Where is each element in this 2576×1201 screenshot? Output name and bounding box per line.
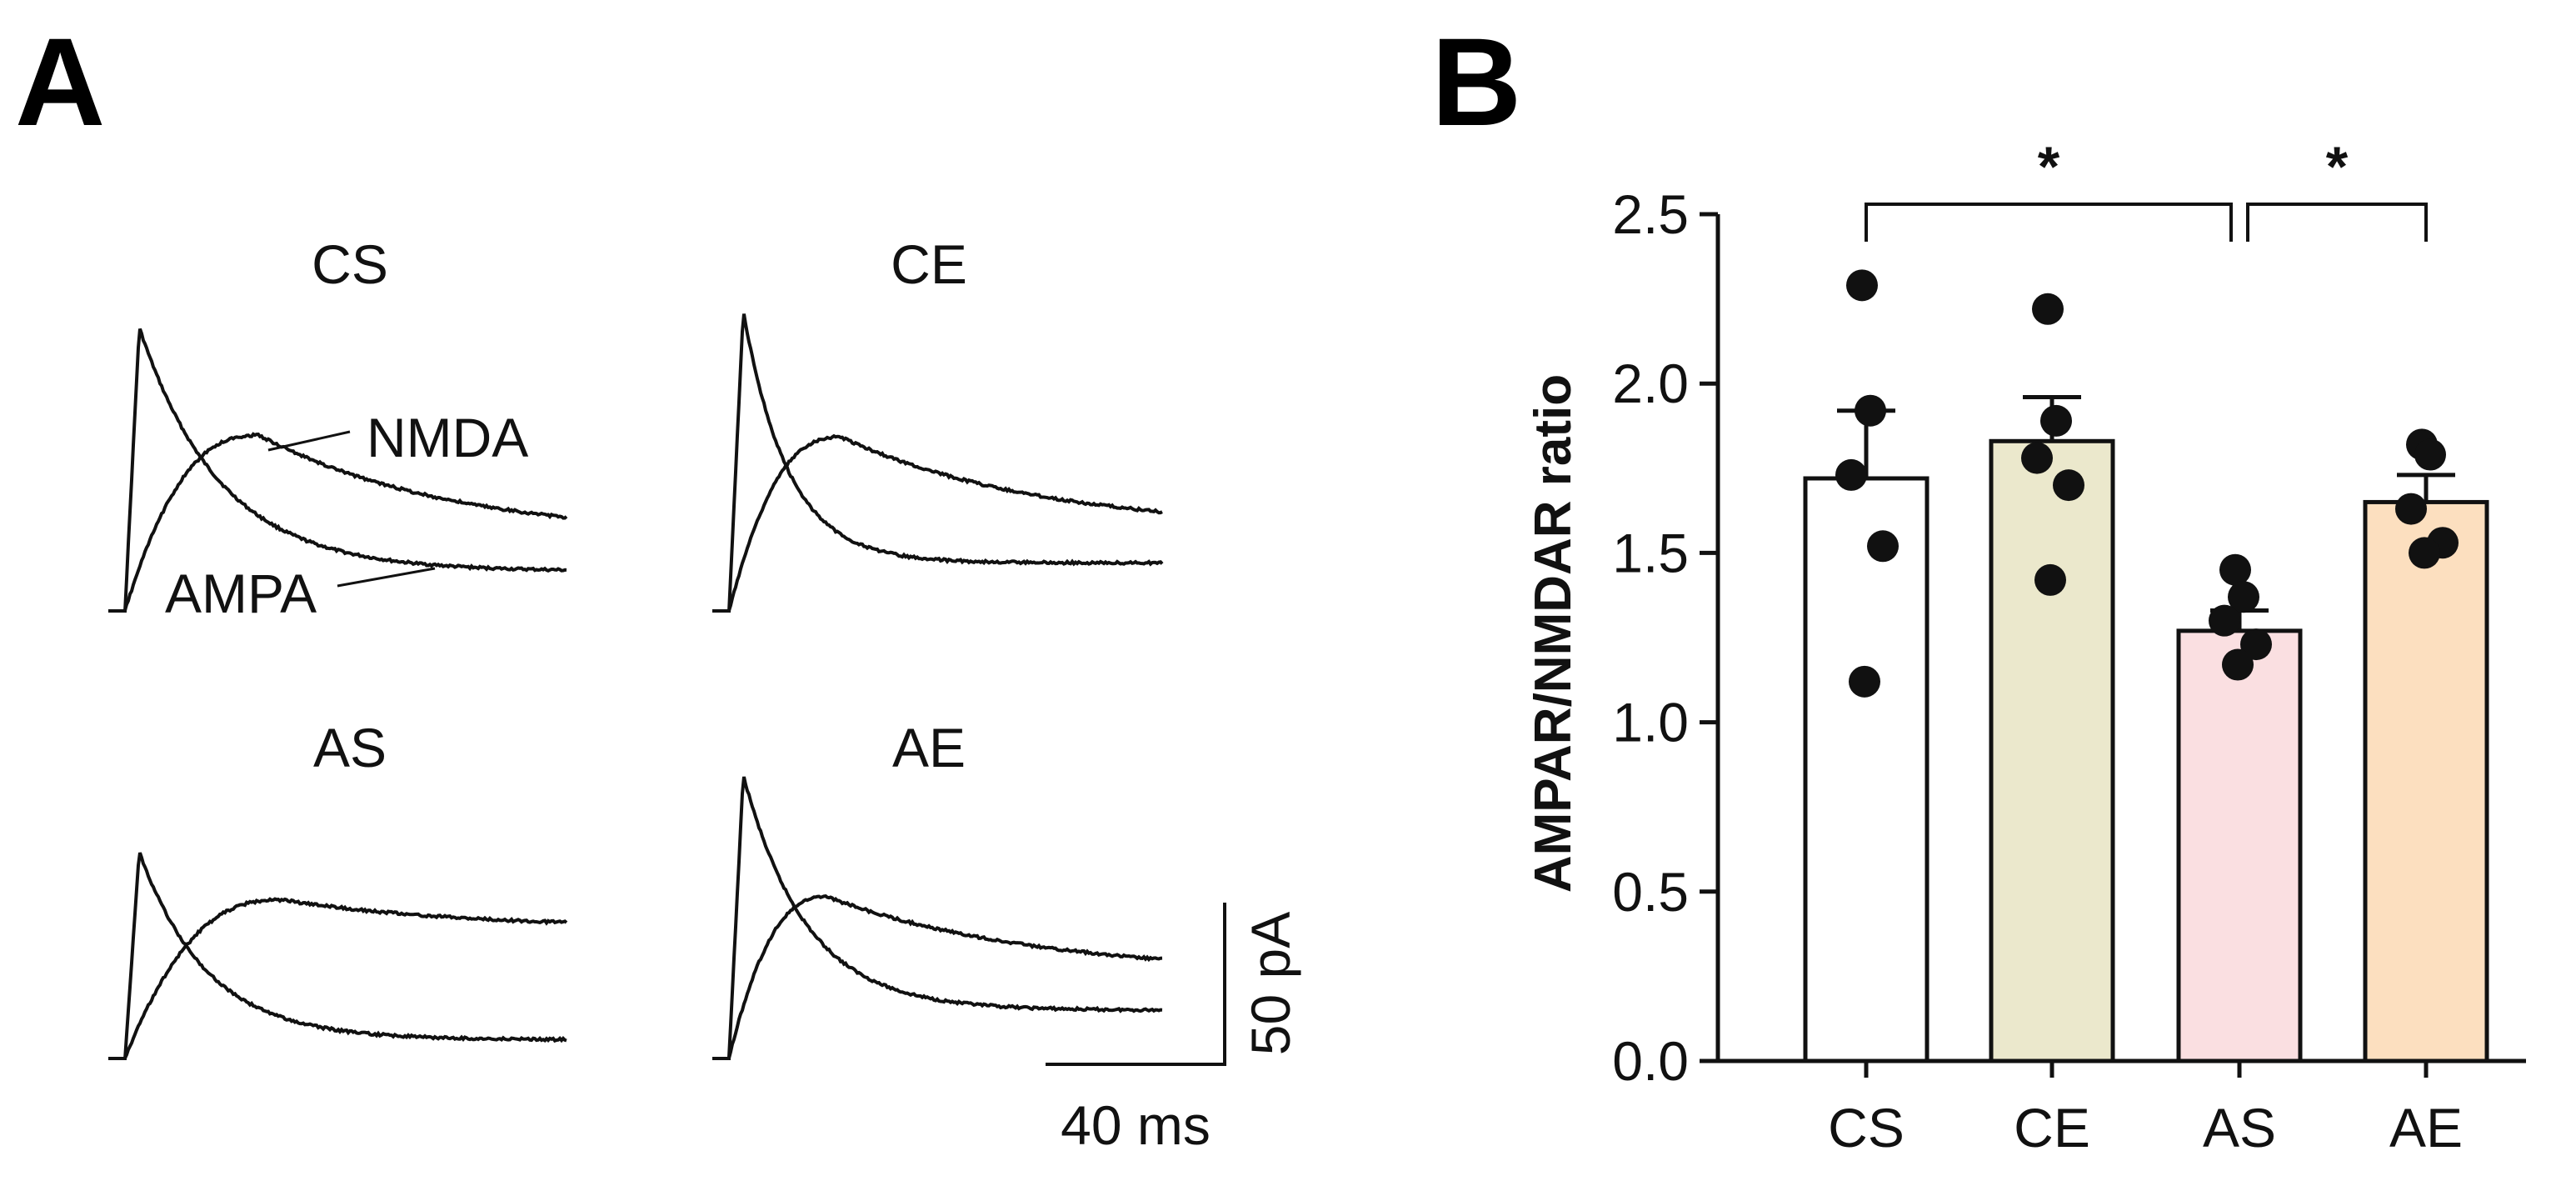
trace-ce-ampa	[712, 313, 1164, 613]
y-tick-label: 0.5	[1612, 861, 1689, 923]
trace-panel: CS CE AS AE NMDA AMPA 50 pA 40 ms	[108, 233, 1301, 1156]
nmda-callout-line	[267, 430, 351, 452]
bar-ce	[1989, 438, 2115, 1063]
bar-chart: AMPAR/NMDAR ratio 0.0 0.5 1.0 1.5 2.0 2.5 CS C…	[1525, 135, 2526, 1158]
significance-marker: *	[2326, 135, 2349, 198]
y-tick-label: 1.0	[1612, 692, 1689, 753]
error-bar-ae	[2397, 473, 2455, 503]
x-tick-label-ae: AE	[2389, 1097, 2463, 1158]
scale-bar	[1046, 903, 1226, 1066]
data-point-ae	[2395, 493, 2427, 525]
significance-bracket	[1865, 203, 2233, 242]
data-point-ce	[2053, 469, 2084, 502]
trace-title-cs: CS	[312, 233, 388, 295]
data-point-as	[2219, 553, 2251, 586]
data-point-cs	[1849, 665, 1880, 698]
data-point-ce	[2021, 442, 2053, 474]
ampa-callout-line	[337, 567, 436, 588]
data-point-cs	[1855, 394, 1886, 427]
bar-as	[2176, 628, 2303, 1063]
trace-ae-nmda	[712, 894, 1163, 1060]
data-point-ce	[2040, 404, 2072, 437]
y-tick-label: 0.0	[1612, 1030, 1689, 1092]
data-point-as	[2240, 628, 2272, 661]
data-point-as	[2209, 604, 2240, 637]
ampa-label: AMPA	[165, 563, 317, 624]
nmda-label: NMDA	[367, 407, 528, 468]
panel-label-a: A	[15, 12, 105, 152]
scale-y-label: 50 pA	[1240, 912, 1301, 1055]
trace-as-nmda	[108, 897, 568, 1060]
trace-cs-ampa	[108, 328, 567, 613]
y-tick-label: 1.5	[1612, 522, 1689, 583]
x-tick-label-as: AS	[2203, 1097, 2276, 1158]
data-point-as	[2228, 581, 2259, 613]
scale-x-label: 40 ms	[1061, 1094, 1211, 1156]
data-point-as	[2222, 648, 2254, 681]
bar-cs	[1803, 476, 1930, 1063]
x-tick-label-ce: CE	[2014, 1097, 2090, 1158]
trace-as-ampa	[108, 852, 567, 1060]
y-tick-label: 2.5	[1612, 183, 1689, 245]
data-point-cs	[1835, 458, 1867, 491]
y-tick-label: 2.0	[1612, 353, 1689, 414]
significance-marker: *	[2038, 135, 2060, 198]
trace-title-ae: AE	[892, 717, 966, 778]
y-axis-label: AMPAR/NMDAR ratio	[1525, 374, 1582, 893]
panel-label-b: B	[1431, 12, 1521, 152]
data-point-ae	[2409, 537, 2440, 569]
trace-title-ce: CE	[891, 233, 967, 295]
data-point-ae	[2414, 438, 2446, 471]
significance-bracket	[2246, 203, 2428, 242]
data-point-ce	[2034, 563, 2066, 596]
x-tick-label-cs: CS	[1828, 1097, 1905, 1158]
trace-title-as: AS	[313, 717, 387, 778]
trace-ce-nmda	[712, 433, 1163, 613]
data-point-ce	[2032, 293, 2064, 325]
data-point-cs	[1867, 530, 1899, 563]
bar-ae	[2363, 499, 2489, 1063]
trace-cs-nmda	[108, 432, 568, 613]
trace-ae-ampa	[712, 776, 1163, 1060]
data-point-cs	[1846, 269, 1878, 302]
